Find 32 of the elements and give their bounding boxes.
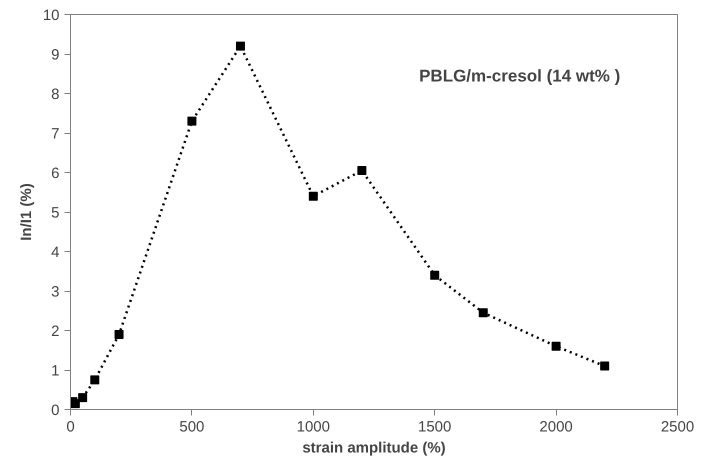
y-tick-label: 6: [51, 165, 60, 182]
x-tick-label: 500: [179, 418, 204, 436]
annotation: PBLG/m-cresol (14 wt% ): [419, 66, 620, 86]
point: [90, 375, 100, 384]
y-tick-label: 1: [51, 362, 60, 380]
x-tick-label: 2500: [660, 418, 694, 436]
y-tick-label: 2: [51, 323, 60, 340]
point: [478, 308, 488, 318]
y-tick-label: 7: [51, 126, 60, 142]
point: [78, 393, 88, 402]
y-tick-label: 5: [51, 204, 60, 222]
point: [70, 399, 80, 408]
point: [357, 166, 366, 176]
point: [600, 362, 610, 371]
x-tick-label: 0: [66, 418, 75, 436]
y-axis-title: In/I1 (%): [18, 183, 35, 241]
y-tick-label: 0: [51, 402, 60, 419]
y-tick-label: 4: [51, 244, 60, 261]
x-tick-label: 1000: [296, 418, 330, 436]
point: [114, 330, 124, 339]
x-axis-title: strain amplitude (%): [302, 440, 446, 456]
point: [236, 42, 245, 51]
point: [552, 342, 561, 351]
y-tick-label: 8: [51, 86, 60, 103]
y-tick-label: 9: [51, 46, 60, 64]
y-tick-label: 3: [51, 284, 60, 300]
y-tick-label: 10: [42, 7, 60, 24]
point: [430, 270, 440, 280]
point: [308, 192, 318, 201]
x-tick-label: 1500: [418, 418, 452, 436]
point: [187, 116, 196, 126]
x-tick-label: 2000: [539, 418, 573, 436]
